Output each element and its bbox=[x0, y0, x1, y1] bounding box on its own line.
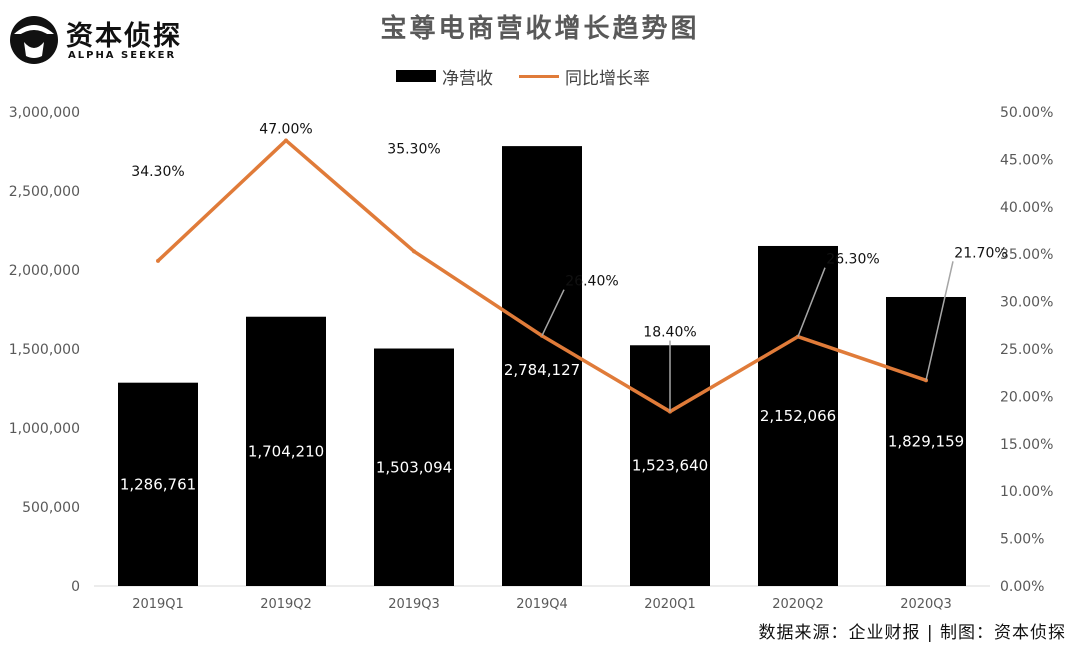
revenue-bar bbox=[118, 382, 198, 586]
left-axis-tick-label: 500,000 bbox=[22, 500, 80, 516]
x-axis-tick-label: 2019Q2 bbox=[260, 597, 312, 612]
right-axis-tick-label: 5.00% bbox=[1000, 532, 1044, 548]
revenue-data-label: 2,152,066 bbox=[760, 407, 836, 425]
x-axis-tick-label: 2019Q4 bbox=[516, 597, 568, 612]
revenue-bar bbox=[246, 316, 326, 586]
revenue-data-label: 1,829,159 bbox=[888, 432, 964, 450]
chart-legend: 净营收 同比增长率 bbox=[396, 64, 650, 89]
revenue-bar bbox=[886, 296, 966, 586]
revenue-data-label: 1,704,210 bbox=[248, 442, 324, 460]
right-axis-tick-label: 45.00% bbox=[1000, 152, 1053, 168]
growth-data-label: 26.40% bbox=[565, 274, 618, 290]
right-axis-tick-label: 10.00% bbox=[1000, 484, 1053, 500]
x-axis-tick-label: 2020Q3 bbox=[900, 597, 952, 612]
growth-data-label: 21.70% bbox=[954, 245, 1007, 261]
legend-bar-swatch bbox=[396, 70, 436, 82]
growth-data-label: 34.30% bbox=[131, 164, 184, 180]
right-axis-tick-label: 30.00% bbox=[1000, 295, 1053, 311]
right-axis-tick-label: 40.00% bbox=[1000, 200, 1053, 216]
growth-data-label: 47.00% bbox=[259, 121, 312, 137]
left-axis-tick-label: 0 bbox=[71, 579, 80, 595]
growth-leader-line bbox=[797, 267, 826, 337]
detective-logo-icon bbox=[10, 16, 58, 64]
x-axis-tick-label: 2019Q1 bbox=[132, 597, 184, 612]
right-axis-tick-label: 15.00% bbox=[1000, 437, 1053, 453]
right-axis-tick-label: 35.00% bbox=[1000, 247, 1053, 263]
brand-logo: 资本侦探 ALPHA SEEKER bbox=[6, 10, 206, 70]
x-axis-tick-label: 2020Q1 bbox=[644, 597, 696, 612]
left-axis-tick-label: 3,000,000 bbox=[9, 105, 80, 121]
x-axis-tick-label: 2020Q2 bbox=[772, 597, 824, 612]
legend-item-revenue: 净营收 bbox=[396, 64, 493, 89]
right-axis-tick-label: 50.00% bbox=[1000, 105, 1053, 121]
x-axis-tick-label: 2019Q3 bbox=[388, 597, 440, 612]
growth-rate-point bbox=[284, 138, 288, 143]
legend-item-growth: 同比增长率 bbox=[519, 64, 650, 89]
right-axis-tick-label: 20.00% bbox=[1000, 389, 1053, 405]
right-axis-tick-label: 0.00% bbox=[1000, 579, 1044, 595]
left-axis-tick-label: 1,500,000 bbox=[9, 342, 80, 358]
right-axis-tick-label: 25.00% bbox=[1000, 342, 1053, 358]
growth-rate-point bbox=[412, 249, 416, 254]
revenue-bar bbox=[502, 146, 582, 586]
growth-rate-point bbox=[156, 258, 160, 263]
source-note: 数据来源：企业财报 | 制图：资本侦探 bbox=[758, 623, 1066, 643]
revenue-data-label: 1,523,640 bbox=[632, 457, 708, 475]
growth-data-label: 35.30% bbox=[387, 141, 440, 157]
chart-title: 宝尊电商营收增长趋势图 bbox=[380, 14, 700, 44]
revenue-bar bbox=[758, 245, 838, 586]
growth-leader-line bbox=[541, 289, 565, 337]
legend-label-revenue: 净营收 bbox=[442, 68, 493, 89]
revenue-data-label: 1,503,094 bbox=[376, 458, 452, 476]
growth-leader-line bbox=[925, 261, 954, 381]
logo-text: 资本侦探 bbox=[66, 21, 182, 52]
revenue-data-label: 1,286,761 bbox=[120, 475, 196, 493]
legend-label-growth: 同比增长率 bbox=[565, 68, 650, 89]
left-axis-tick-label: 2,500,000 bbox=[9, 184, 80, 200]
growth-data-label: 18.40% bbox=[643, 325, 696, 341]
logo-subtext: ALPHA SEEKER bbox=[68, 50, 177, 61]
legend-line-swatch bbox=[519, 74, 559, 78]
revenue-bar bbox=[374, 348, 454, 586]
left-axis-tick-label: 2,000,000 bbox=[9, 263, 80, 279]
left-axis-tick-label: 1,000,000 bbox=[9, 421, 80, 437]
revenue-data-label: 2,784,127 bbox=[504, 361, 580, 379]
growth-data-label: 26.30% bbox=[826, 252, 879, 268]
